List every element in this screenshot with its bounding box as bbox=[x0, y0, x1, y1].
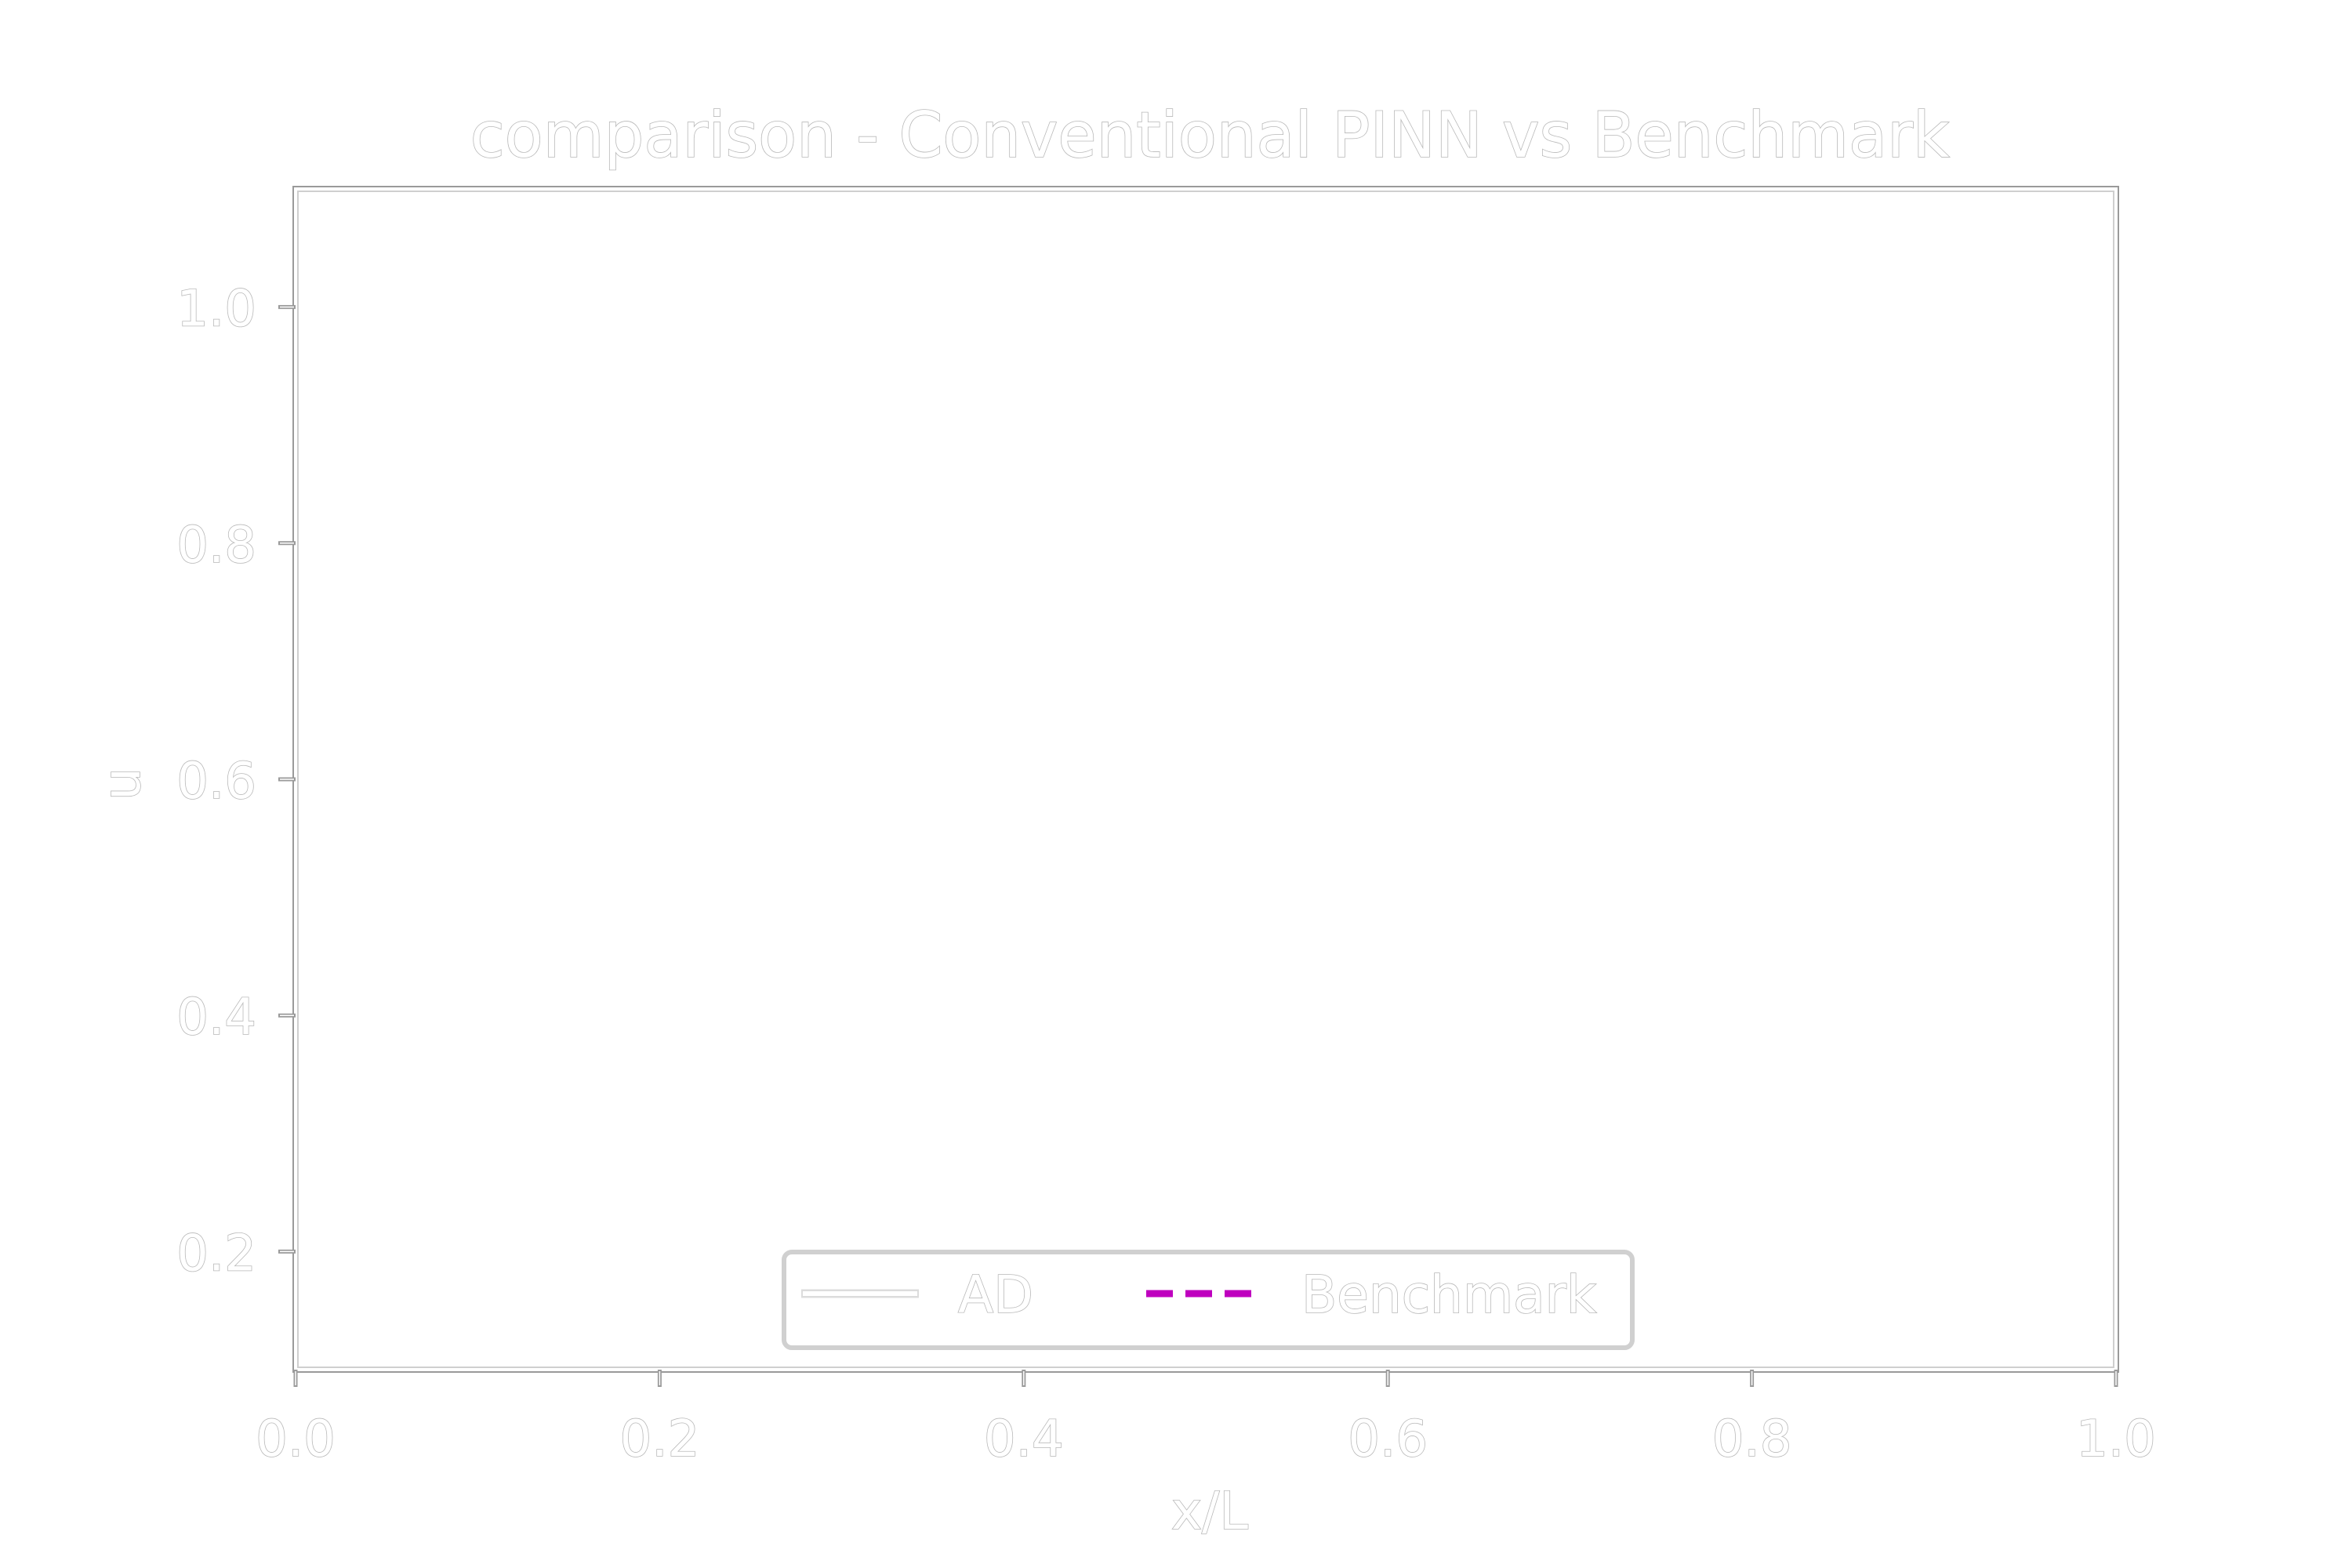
legend-box bbox=[782, 1250, 1635, 1350]
x-axis: 0.0 0.2 0.4 0.6 0.8 1.0 bbox=[255, 1370, 2157, 1469]
y-tick-label: 0.2 bbox=[176, 1225, 256, 1283]
y-tick-label: 0.6 bbox=[176, 753, 256, 811]
y-axis-label: u bbox=[92, 768, 152, 800]
x-axis-label: x/L bbox=[1171, 1481, 1248, 1541]
legend-label-benchmark: Benchmark bbox=[1301, 1265, 1597, 1325]
x-tick-label: 0.6 bbox=[1348, 1410, 1428, 1468]
y-tick-label: 0.4 bbox=[176, 989, 256, 1047]
plot-frame-inner bbox=[297, 191, 2114, 1368]
x-tick-label: 0.0 bbox=[256, 1410, 336, 1468]
chart-title: comparison - Conventional PINN vs Benchm… bbox=[470, 99, 1950, 172]
x-tick-label: 0.4 bbox=[984, 1410, 1064, 1468]
legend: AD Benchmark bbox=[782, 1250, 1635, 1350]
x-tick-label: 0.8 bbox=[1712, 1410, 1792, 1468]
y-tick-label: 1.0 bbox=[176, 281, 256, 339]
y-axis: 0.2 0.4 0.6 0.8 1.0 bbox=[176, 280, 296, 1283]
plot-frame-outer bbox=[292, 186, 2119, 1373]
x-tick-label: 0.2 bbox=[620, 1410, 700, 1468]
x-tick-label: 1.0 bbox=[2076, 1410, 2156, 1468]
plot-area bbox=[292, 186, 2119, 1373]
y-tick-label: 0.8 bbox=[176, 517, 256, 575]
legend-label-ad: AD bbox=[958, 1265, 1033, 1325]
